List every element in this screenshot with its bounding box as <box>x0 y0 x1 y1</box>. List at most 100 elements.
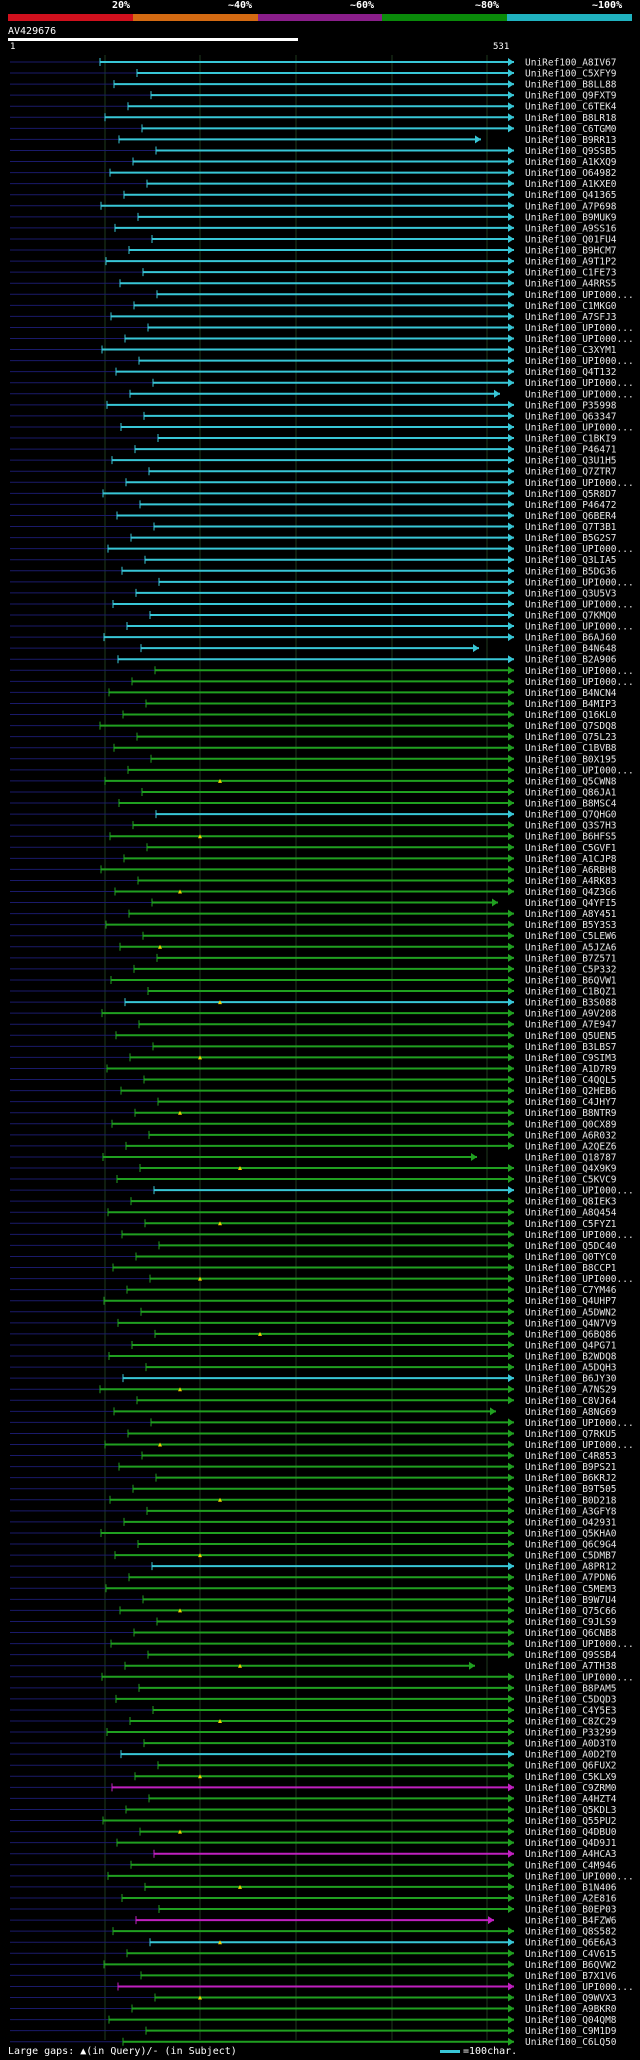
hit-row[interactable]: UniRef100_C7YM46 <box>10 1285 617 1296</box>
hit-row[interactable]: UniRef100_A9SS16 <box>10 223 617 234</box>
hit-label[interactable]: UniRef100_B3S088 <box>525 998 617 1009</box>
hit-label[interactable]: UniRef100_Q6CNB8 <box>525 1628 617 1639</box>
hit-label[interactable]: UniRef100_A3GFY8 <box>525 1506 617 1517</box>
hit-label[interactable]: UniRef100_Q4X9K9 <box>525 1164 617 1175</box>
hit-row[interactable]: UniRef100_A8Q454 <box>10 1208 617 1219</box>
hit-row[interactable]: UniRef100_P35998 <box>10 400 617 411</box>
hit-row[interactable]: UniRef100_Q6BER4 <box>10 511 617 522</box>
hit-row[interactable]: UniRef100_Q7QHG0 <box>10 810 617 821</box>
hit-row[interactable]: UniRef100_Q9WVX3 <box>10 1993 617 2004</box>
hit-row[interactable]: UniRef100_B2A906 <box>10 655 617 666</box>
hit-label[interactable]: UniRef100_B2WDQ8 <box>525 1352 617 1363</box>
hit-row[interactable]: UniRef100_UPI000... <box>10 1639 634 1650</box>
hit-row[interactable]: UniRef100_UPI000... <box>10 666 634 677</box>
hit-label[interactable]: UniRef100_C1FE73 <box>525 268 617 279</box>
hit-row[interactable]: UniRef100_A7SFJ3 <box>10 312 617 323</box>
hit-label[interactable]: UniRef100_B0EP03 <box>525 1905 617 1916</box>
hit-label[interactable]: UniRef100_UPI000... <box>525 1672 634 1683</box>
hit-row[interactable]: UniRef100_A8NG69 <box>10 1407 617 1418</box>
hit-label[interactable]: UniRef100_Q4UHP7 <box>525 1296 617 1307</box>
hit-row[interactable]: UniRef100_B8MSC4 <box>10 799 617 810</box>
hit-row[interactable]: UniRef100_C8VJ64 <box>10 1396 617 1407</box>
hit-label[interactable]: UniRef100_UPI000... <box>525 1871 634 1882</box>
hit-row[interactable]: UniRef100_UPI000... <box>10 577 634 588</box>
hit-row[interactable]: UniRef100_Q0CX89 <box>10 1119 617 1130</box>
hit-label[interactable]: UniRef100_A5DWN2 <box>525 1307 617 1318</box>
hit-row[interactable]: UniRef100_B8PAM5 <box>10 1683 617 1694</box>
hit-row[interactable]: UniRef100_UPI000... <box>10 290 634 301</box>
hit-label[interactable]: UniRef100_C9SIM3 <box>525 1053 617 1064</box>
hit-label[interactable]: UniRef100_Q0CX89 <box>525 1119 617 1130</box>
hit-label[interactable]: UniRef100_C5GVF1 <box>525 843 617 854</box>
hit-row[interactable]: UniRef100_A4RK83 <box>10 876 617 887</box>
hit-row[interactable]: UniRef100_B8LR18 <box>10 113 617 124</box>
hit-label[interactable]: UniRef100_C6LQ50 <box>525 2037 617 2048</box>
hit-label[interactable]: UniRef100_Q7T3B1 <box>525 522 617 533</box>
hit-row[interactable]: UniRef100_A4HCA3 <box>10 1849 617 1860</box>
hit-row[interactable]: UniRef100_B2WDQ8 <box>10 1352 617 1363</box>
hit-label[interactable]: UniRef100_C5DMB7 <box>525 1551 617 1562</box>
hit-label[interactable]: UniRef100_C4Y5E3 <box>525 1705 617 1716</box>
hit-label[interactable]: UniRef100_C1BKI9 <box>525 434 617 445</box>
hit-label[interactable]: UniRef100_Q5DC40 <box>525 1241 617 1252</box>
hit-row[interactable]: UniRef100_Q6BQ86 <box>10 1329 617 1340</box>
hit-label[interactable]: UniRef100_Q7ZTR7 <box>525 467 617 478</box>
hit-row[interactable]: UniRef100_UPI000... <box>10 1440 634 1451</box>
hit-row[interactable]: UniRef100_C1BQZ1 <box>10 987 617 998</box>
hit-label[interactable]: UniRef100_A4HCA3 <box>525 1849 617 1860</box>
hit-label[interactable]: UniRef100_B5G2S7 <box>525 533 617 544</box>
hit-label[interactable]: UniRef100_UPI000... <box>525 323 634 334</box>
hit-label[interactable]: UniRef100_A7TH38 <box>525 1661 617 1672</box>
hit-label[interactable]: UniRef100_P46471 <box>525 445 617 456</box>
hit-row[interactable]: UniRef100_C9SIM3 <box>10 1053 617 1064</box>
hit-label[interactable]: UniRef100_C5XFY9 <box>525 69 617 80</box>
hit-label[interactable]: UniRef100_B8CCP1 <box>525 1263 617 1274</box>
hit-row[interactable]: UniRef100_Q0TYC0 <box>10 1252 617 1263</box>
hit-label[interactable]: UniRef100_B7X1V6 <box>525 1971 617 1982</box>
hit-label[interactable]: UniRef100_Q0TYC0 <box>525 1252 617 1263</box>
hit-label[interactable]: UniRef100_A7SFJ3 <box>525 312 617 323</box>
hit-row[interactable]: UniRef100_B9T505 <box>10 1484 617 1495</box>
hit-row[interactable]: UniRef100_C8ZC29 <box>10 1717 617 1728</box>
hit-label[interactable]: UniRef100_A6RBH8 <box>525 865 617 876</box>
hit-label[interactable]: UniRef100_A8Y451 <box>525 909 617 920</box>
hit-label[interactable]: UniRef100_B2A906 <box>525 655 617 666</box>
hit-label[interactable]: UniRef100_B9PS21 <box>525 1462 617 1473</box>
hit-row[interactable]: UniRef100_Q2HEB6 <box>10 1086 617 1097</box>
hit-row[interactable]: UniRef100_B6KRJ2 <box>10 1473 617 1484</box>
hit-row[interactable]: UniRef100_UPI000... <box>10 356 634 367</box>
hit-label[interactable]: UniRef100_UPI000... <box>525 1274 634 1285</box>
hit-row[interactable]: UniRef100_Q4D9J1 <box>10 1838 617 1849</box>
hit-label[interactable]: UniRef100_B8NTR9 <box>525 1108 617 1119</box>
hit-row[interactable]: UniRef100_Q3LIA5 <box>10 555 617 566</box>
hit-label[interactable]: UniRef100_Q3S7H3 <box>525 821 617 832</box>
hit-label[interactable]: UniRef100_A7NS29 <box>525 1385 617 1396</box>
hit-row[interactable]: UniRef100_Q6C9G4 <box>10 1540 617 1551</box>
hit-row[interactable]: UniRef100_A0D3T0 <box>10 1739 617 1750</box>
hit-row[interactable]: UniRef100_B3S088 <box>10 998 617 1009</box>
hit-row[interactable]: UniRef100_UPI000... <box>10 677 634 688</box>
hit-label[interactable]: UniRef100_B5Y3S3 <box>525 920 617 931</box>
hit-label[interactable]: UniRef100_A1D7R9 <box>525 1064 617 1075</box>
hit-row[interactable]: UniRef100_UPI000... <box>10 1871 634 1882</box>
hit-label[interactable]: UniRef100_A9SS16 <box>525 223 617 234</box>
hit-row[interactable]: UniRef100_C9JLS9 <box>10 1617 617 1628</box>
hit-row[interactable]: UniRef100_UPI000... <box>10 599 634 610</box>
hit-label[interactable]: UniRef100_C6TEK4 <box>525 102 617 113</box>
hit-row[interactable]: UniRef100_B7X1V6 <box>10 1971 617 1982</box>
hit-label[interactable]: UniRef100_A9V208 <box>525 1009 617 1020</box>
hit-label[interactable]: UniRef100_UPI000... <box>525 544 634 555</box>
hit-label[interactable]: UniRef100_UPI000... <box>525 1982 634 1993</box>
hit-row[interactable]: UniRef100_B4MIP3 <box>10 699 617 710</box>
hit-label[interactable]: UniRef100_B6QVW1 <box>525 975 617 986</box>
hit-label[interactable]: UniRef100_C4V615 <box>525 1949 617 1960</box>
hit-label[interactable]: UniRef100_B8PAM5 <box>525 1683 617 1694</box>
hit-row[interactable]: UniRef100_Q5UEN5 <box>10 1031 617 1042</box>
hit-row[interactable]: UniRef100_A1KXQ9 <box>10 157 617 168</box>
hit-label[interactable]: UniRef100_Q9SSB4 <box>525 1650 617 1661</box>
hit-label[interactable]: UniRef100_Q7SDQ8 <box>525 721 617 732</box>
hit-row[interactable]: UniRef100_Q4T132 <box>10 367 617 378</box>
hit-row[interactable]: UniRef100_C3XYM1 <box>10 345 617 356</box>
hit-label[interactable]: UniRef100_Q7KMQ0 <box>525 611 617 622</box>
hit-row[interactable]: UniRef100_A3GFY8 <box>10 1506 617 1517</box>
